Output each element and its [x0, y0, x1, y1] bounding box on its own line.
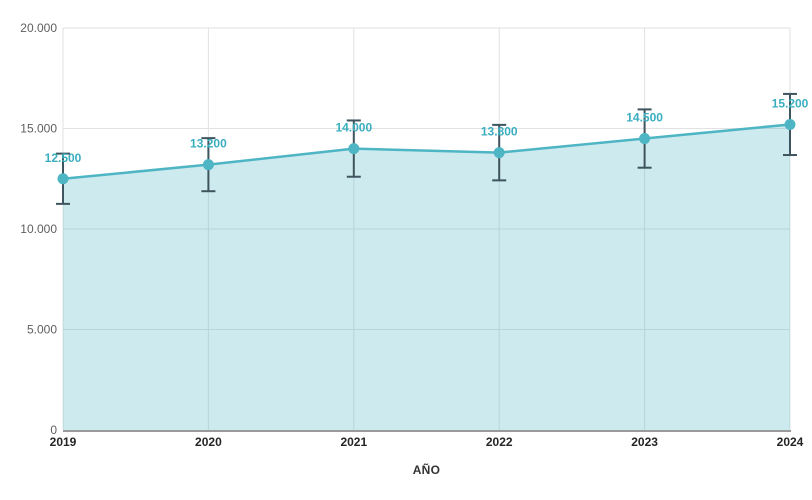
x-tick-label: 2023: [631, 435, 658, 449]
data-point-label: 14.500: [626, 111, 663, 125]
data-point[interactable]: [202, 159, 214, 171]
area-fill: [63, 124, 790, 430]
y-tick-label: 5.000: [27, 323, 57, 337]
y-tick-label: 0: [50, 423, 57, 437]
x-tick-label: 2022: [486, 435, 513, 449]
data-point[interactable]: [784, 118, 796, 130]
x-tick-label: 2019: [50, 435, 77, 449]
data-point[interactable]: [57, 173, 69, 185]
x-tick-label: 2021: [340, 435, 367, 449]
y-tick-label: 20.000: [20, 21, 57, 35]
x-tick-label: 2020: [195, 435, 222, 449]
data-point[interactable]: [493, 147, 505, 159]
x-tick-label: 2024: [777, 435, 804, 449]
data-point-label: 15.200: [772, 96, 809, 110]
data-point-label: 13.800: [481, 125, 518, 139]
y-tick-label: 10.000: [20, 222, 57, 236]
y-tick-label: 15.000: [20, 122, 57, 136]
data-point-label: 12.500: [45, 151, 82, 165]
data-point[interactable]: [348, 143, 360, 155]
data-point[interactable]: [639, 133, 651, 145]
x-axis-title: AÑO: [412, 463, 441, 477]
data-point-label: 14.000: [335, 121, 372, 135]
series-line: [62, 123, 791, 180]
data-point-label: 13.200: [190, 137, 227, 151]
